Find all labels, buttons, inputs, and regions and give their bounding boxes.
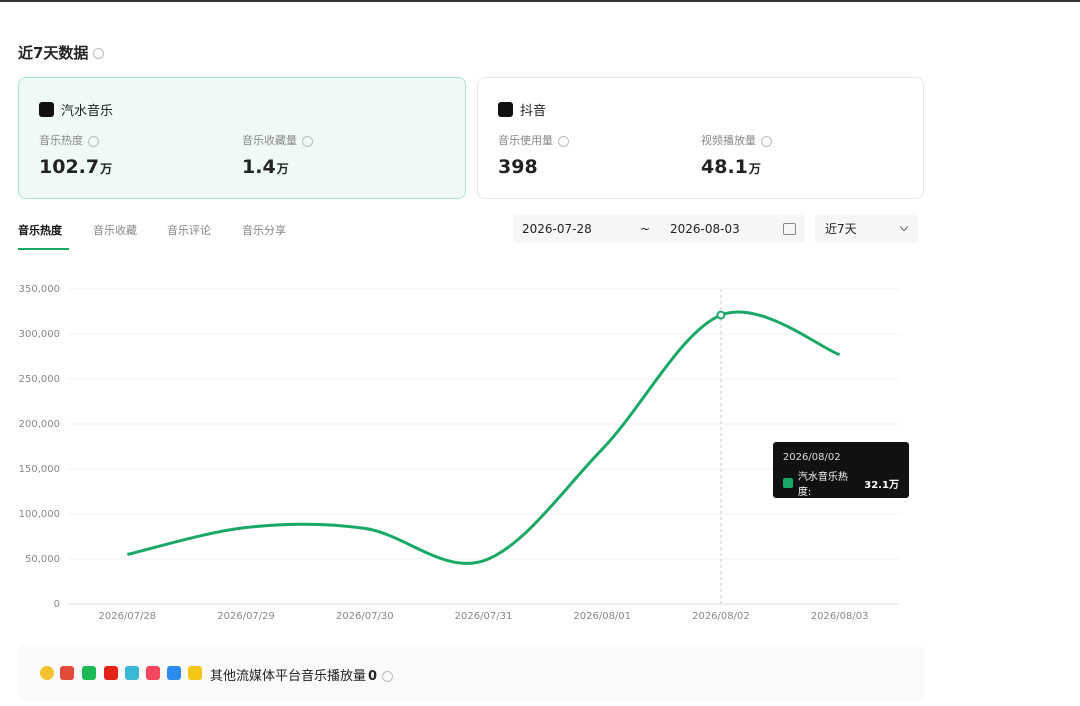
tooltip-title: 2026/08/02 (782, 452, 841, 463)
platform: 汽水音乐 (39, 100, 113, 119)
y-tick-label: 0 (54, 599, 60, 610)
x-tick-label: 2026/08/02 (692, 611, 750, 622)
swatch (782, 478, 793, 488)
metric-label: 视频播放量 (701, 134, 756, 147)
metric-value: 398 (498, 156, 538, 178)
x-tick-label: 2026/07/30 (336, 611, 394, 622)
tooltip-label: 汽水音乐热度: (797, 472, 848, 498)
y-tick-label: 200,000 (19, 419, 60, 430)
footer-text: 其他流媒体平台音乐播放量 0 (210, 665, 394, 684)
tooltip-row: 汽水音乐热度: 32.1万 (782, 468, 899, 498)
metric-label: 音乐收藏量 (242, 134, 297, 147)
platform-icon (125, 666, 139, 680)
platform-icon (60, 666, 74, 680)
metric-value: 1.4 (242, 156, 276, 178)
y-tick-label: 250,000 (19, 374, 60, 385)
info-icon (382, 671, 394, 682)
platform-name: 抖音 (520, 104, 547, 119)
platform-icon (188, 666, 202, 680)
platform-card: 汽水音乐 音乐热度 102.7万 音乐收藏量 1.4万 (18, 77, 466, 199)
platform-icon (40, 666, 54, 680)
y-tick-label: 350,000 (19, 284, 60, 295)
metric: 视频播放量 48.1万 (701, 132, 772, 178)
info-icon (558, 135, 569, 147)
footer: 其他流媒体平台音乐播放量 0 (18, 645, 924, 701)
metric: 音乐热度 102.7万 (39, 132, 112, 178)
footer-label: 其他流媒体平台音乐播放量 (210, 669, 367, 684)
metric-label: 音乐使用量 (498, 134, 553, 147)
info-icon (88, 135, 99, 147)
separator: ~ (640, 222, 651, 236)
tooltip-value: 32.1万 (864, 479, 899, 491)
title-text: 近7天数据 (18, 44, 89, 62)
platform-icon (104, 666, 118, 680)
info-icon (93, 48, 105, 59)
top-border (0, 0, 1080, 2)
preset: 近7天 (825, 222, 857, 236)
tooltip-box: 2026/08/02 汽水音乐热度: 32.1万 (772, 442, 909, 498)
footer-value: 0 (368, 669, 378, 684)
metric-unit: 万 (748, 162, 761, 176)
y-tick-label: 150,000 (19, 464, 60, 475)
info-icon (302, 135, 313, 147)
platform-card: 抖音 音乐使用量 398 视频播放量 48.1万 (477, 77, 924, 199)
metric: 音乐使用量 398 (498, 132, 569, 178)
x-tick-label: 2026/08/03 (811, 611, 869, 622)
tab[interactable]: 音乐热度 (18, 224, 62, 237)
platform-name: 汽水音乐 (61, 104, 114, 119)
calendar-icon (783, 223, 796, 235)
end-date: 2026-08-03 (670, 222, 740, 236)
x-tick-label: 2026/07/31 (455, 611, 513, 622)
tooltip: 2026/08/02 汽水音乐热度: 32.1万 (772, 442, 909, 498)
platform-icon (167, 666, 181, 680)
x-tick-label: 2026/07/29 (217, 611, 275, 622)
y-tick-label: 300,000 (19, 329, 60, 340)
metric-value: 48.1 (701, 156, 748, 178)
metric: 音乐收藏量 1.4万 (242, 132, 313, 178)
platform-icon (146, 666, 160, 680)
platform: 抖音 (498, 100, 546, 119)
tab[interactable]: 音乐收藏 (93, 224, 137, 237)
y-tick-label: 100,000 (19, 509, 60, 520)
tab-indicator (18, 248, 69, 250)
section-title: 近7天数据 (18, 42, 105, 63)
start-date: 2026-07-28 (522, 222, 592, 236)
platform-icon (82, 666, 96, 680)
preset-select[interactable]: 近7天 (815, 215, 918, 243)
metric-label: 音乐热度 (39, 134, 83, 147)
point (716, 310, 726, 320)
tab[interactable]: 音乐评论 (167, 224, 211, 237)
logo (498, 102, 513, 117)
x-tick-label: 2026/07/28 (99, 611, 157, 622)
y-tick-label: 50,000 (25, 554, 60, 565)
tab[interactable]: 音乐分享 (242, 224, 286, 237)
info-icon (761, 135, 772, 147)
metric-unit: 万 (100, 162, 113, 176)
date-picker[interactable]: 2026-07-28 ~ 2026-08-03 (513, 215, 805, 243)
logo (39, 102, 54, 117)
line (127, 310, 841, 565)
x-tick-label: 2026/08/01 (573, 611, 631, 622)
metric-value: 102.7 (39, 156, 100, 178)
metric-unit: 万 (276, 162, 289, 176)
